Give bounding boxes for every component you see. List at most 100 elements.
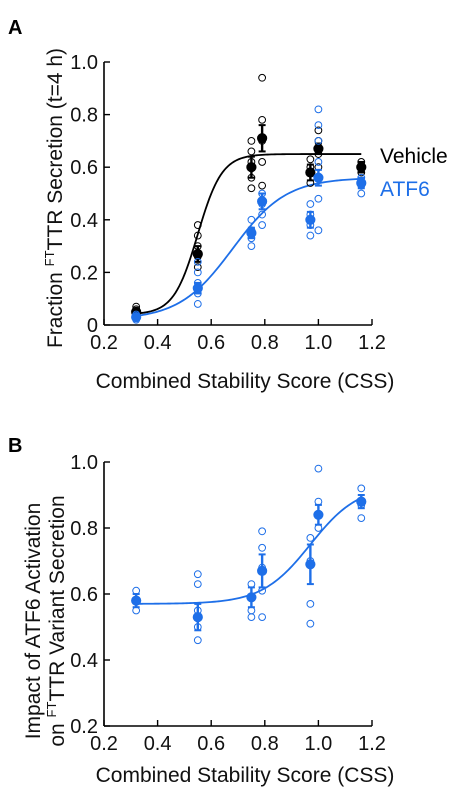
panel-a-vehicle-mean-point	[192, 248, 203, 260]
panel-a-vehicle-replicate-point	[247, 184, 256, 193]
panel-a-atf6-replicate-point	[314, 194, 323, 203]
panel-a-atf6-mean-point	[313, 172, 324, 183]
panel-b-series-replicate-point	[247, 613, 256, 621]
panel-a-vehicle-mean-point	[305, 167, 316, 178]
panel-b-y-tick-label: 0.8	[70, 518, 98, 540]
panel-b-y-tick-label: 1.0	[70, 452, 98, 474]
panel-a-x-tick-label: 0.4	[144, 332, 172, 354]
panel-a-vehicle-replicate-point	[258, 158, 267, 166]
panel-a-atf6-mean-point	[131, 312, 142, 323]
panel-b-series-replicate-point	[193, 570, 202, 579]
panel-b-y-axis-label-line1: Impact of ATF6 Activation	[22, 503, 45, 740]
panel-a-atf6-mean-point	[192, 283, 203, 294]
panel-a-chart: A 0.2 0.4 0.6 0.8 1.0 1.200.20.40.60.81.0 Com…	[8, 17, 448, 393]
panel-a-vehicle-replicate-point	[247, 137, 256, 145]
panel-b-x-tick-label: 0.8	[251, 733, 279, 755]
panel-a-vehicle-replicate-point	[247, 147, 256, 156]
panel-b-series-mean-point	[313, 509, 324, 520]
panel-a-atf6-replicate-point	[314, 226, 323, 235]
panel-b-series-replicate-point	[258, 543, 267, 552]
legend-vehicle-label: Vehicle	[380, 145, 448, 168]
panel-a-vehicle-replicate-point	[314, 126, 323, 135]
legend-atf6-label: ATF6	[380, 178, 430, 201]
panel-a-atf6-mean-point	[257, 196, 268, 207]
panel-b-axes: 0.2 0.4 0.6 0.8 1.0 1.2 0.2 0.4 0.6 0.8 1.0	[70, 452, 386, 755]
panel-a-atf6-replicate-point	[314, 121, 323, 130]
panel-b-series-mean-point	[356, 496, 367, 507]
panel-b-x-tick-label: 0.4	[144, 733, 172, 755]
panel-a-vehicle-replicate-point	[306, 155, 315, 164]
panel-a-atf6-replicate-point	[306, 200, 315, 208]
panel-a-x-tick-label: 0.2	[90, 332, 118, 354]
panel-b-x-tick-label: 0.6	[197, 733, 225, 755]
panel-b-series-mean-point	[246, 592, 257, 603]
panel-a-atf6-replicate-point	[314, 105, 323, 114]
panel-b-y-tick-label: 0.2	[70, 716, 98, 738]
panel-a-letter: A	[8, 17, 22, 39]
panel-b-series-mean-point	[192, 612, 203, 623]
panel-a-vehicle-mean-point	[257, 133, 268, 144]
panel-a-atf6-replicate-point	[258, 210, 267, 219]
panel-b-y-tick-label: 0.4	[70, 650, 98, 672]
panel-a-x-tick-label: 1.2	[358, 332, 386, 354]
panel-a-atf6-replicate-point	[193, 257, 202, 266]
panel-b-x-tick-label: 1.0	[304, 733, 332, 755]
panel-b-x-axis-label: Combined Stability Score (CSS)	[96, 764, 395, 787]
panel-a-x-axis-label: Combined Stability Score (CSS)	[96, 370, 395, 393]
panel-a-vehicle-replicate-point	[193, 231, 202, 240]
panel-b-series-replicate-point	[258, 613, 267, 621]
panel-a-vehicle-replicate-point	[258, 73, 267, 82]
panel-b-y-axis-label-line2: on FTTTR Variant Secretion	[44, 495, 69, 746]
panel-b-series-replicate-point	[357, 514, 366, 522]
panel-a-atf6-replicate-point	[357, 189, 366, 198]
panel-a-atf6-replicate-point	[306, 231, 315, 240]
panel-b-series-replicate-point	[193, 636, 202, 645]
panel-a-y-tick-label: 0.8	[70, 105, 98, 127]
panel-a-vehicle-mean-point	[313, 143, 324, 154]
panel-a-y-axis-label: Fraction FTTTR Secretion (t=4 h)	[42, 48, 67, 348]
panel-a-vehicle-mean-point	[356, 162, 367, 173]
panel-a-x-tick-label: 0.6	[197, 332, 225, 354]
panel-a-atf6-replicate-point	[258, 221, 267, 229]
panel-b-series-mean-point	[257, 565, 268, 577]
panel-a-atf6-replicate-point	[247, 215, 256, 224]
panel-b-series-mean-point	[305, 559, 316, 570]
panel-a-atf6-mean-point	[246, 227, 257, 239]
panel-a-y-tick-label: 0.4	[70, 210, 98, 232]
panel-a-vehicle-mean-point	[246, 162, 257, 173]
panel-b-x-tick-label: 1.2	[358, 733, 386, 755]
panel-b-series-replicate-point	[314, 464, 323, 473]
panel-a-atf6-mean-point	[305, 214, 316, 225]
panel-b-series-mean-point	[131, 595, 142, 606]
panel-b-x-tick-label: 0.2	[90, 733, 118, 755]
panel-a-atf6-replicate-point	[314, 158, 323, 166]
panel-a-atf6-replicate-point	[247, 242, 256, 251]
panel-a-x-tick-label: 0.8	[251, 332, 279, 354]
panel-b-series-replicate-point	[306, 534, 315, 542]
panel-a-atf6-replicate-point	[314, 137, 323, 145]
panel-a-y-tick-label: 0.6	[70, 157, 98, 179]
panel-a-vehicle-replicate-point	[193, 263, 202, 272]
panel-b-chart: B 0.2 0.4 0.6 0.8 1.0 1.2 0.2 0.4 0.6 0.8 1.0 Comb…	[8, 435, 394, 787]
panel-b-data-points	[131, 464, 367, 645]
panel-a-vehicle-replicate-point	[258, 181, 267, 190]
panel-a-y-tick-label: 0	[87, 315, 98, 337]
panel-b-letter: B	[8, 435, 22, 457]
panel-a-y-tick-label: 1.0	[70, 52, 98, 74]
panel-a-vehicle-replicate-point	[258, 115, 267, 124]
panel-a-vehicle-replicate-point	[193, 221, 202, 229]
panel-a-atf6-mean-point	[356, 177, 367, 189]
panel-b-series-replicate-point	[193, 580, 202, 588]
panel-b-y-tick-label: 0.6	[70, 584, 98, 606]
panel-b-series-replicate-point	[306, 619, 315, 628]
panel-b-series-replicate-point	[306, 600, 315, 608]
panel-b-series-replicate-point	[258, 527, 267, 536]
panel-a-axes: 0.2 0.4 0.6 0.8 1.0 1.200.20.40.60.81.0	[70, 52, 386, 354]
panel-a-y-tick-label: 0.2	[70, 262, 98, 284]
panel-a-data-points	[131, 73, 367, 324]
panel-a-x-tick-label: 1.0	[304, 332, 332, 354]
panel-a-atf6-replicate-point	[193, 300, 202, 308]
panel-b-series-replicate-point	[357, 484, 366, 493]
panel-a-atf6-replicate-point	[193, 268, 202, 277]
